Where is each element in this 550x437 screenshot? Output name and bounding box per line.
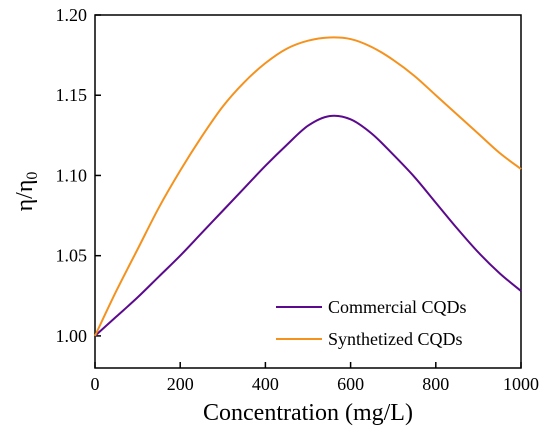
x-tick-label: 600 <box>337 374 364 394</box>
series-layer <box>94 36 522 337</box>
legend-label-synthetized-cqds: Synthetized CQDs <box>328 329 463 349</box>
x-tick-label: 400 <box>252 374 279 394</box>
axes: 0 200 400 600 800 1000 1.00 1.05 1.10 1.15 1.20 <box>56 5 540 394</box>
y-tick-label: 1.00 <box>56 326 88 346</box>
y-tick-label: 1.20 <box>56 5 88 25</box>
plot-frame <box>94 14 522 369</box>
legend-label-commercial-cqds: Commercial CQDs <box>328 297 466 317</box>
y-axis-title-main: η/η <box>12 180 38 212</box>
x-tick-label: 800 <box>422 374 449 394</box>
x-axis-title: Concentration (mg/L) <box>203 400 413 426</box>
series-line-commercial-cqds <box>94 114 522 337</box>
x-tick-label: 200 <box>167 374 194 394</box>
series-line-synthetized-cqds <box>94 36 522 337</box>
y-axis-title-subscript: 0 <box>24 172 41 180</box>
y-axis-title: η/η0 <box>12 172 41 212</box>
y-tick-label: 1.10 <box>56 165 88 185</box>
y-tick-label: 1.05 <box>56 246 88 266</box>
legend: Commercial CQDs Synthetized CQDs <box>276 297 466 349</box>
x-tick-label: 0 <box>91 374 100 394</box>
y-tick-label: 1.15 <box>56 85 88 105</box>
x-tick-label: 1000 <box>503 374 539 394</box>
